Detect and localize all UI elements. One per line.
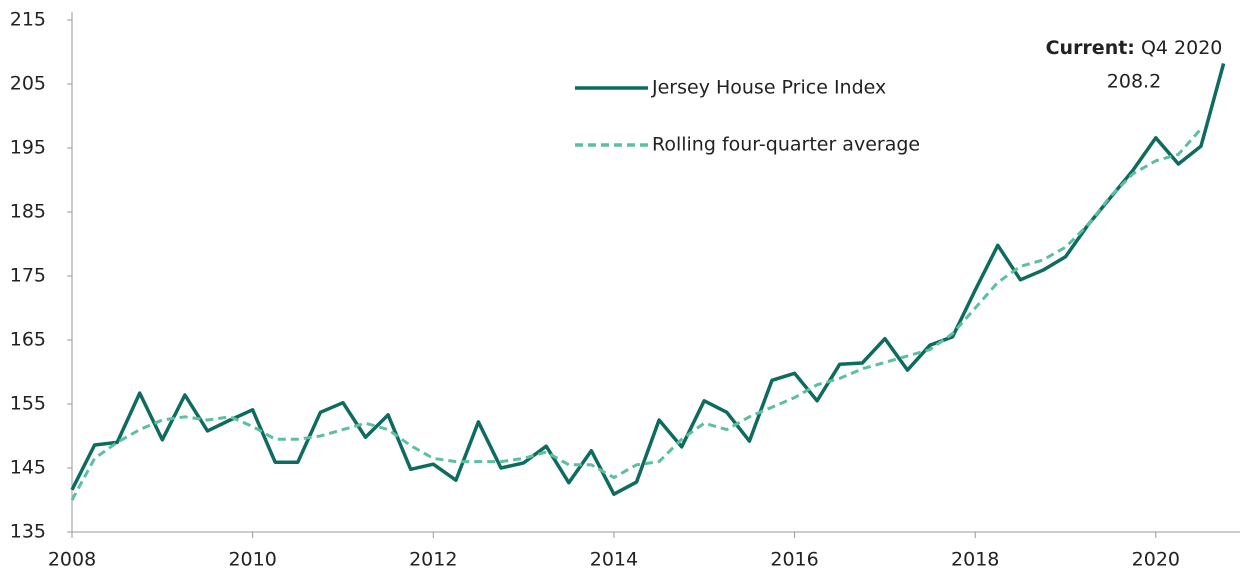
y-tick-label: 205 xyxy=(10,73,46,95)
legend-label: Rolling four-quarter average xyxy=(652,134,920,156)
annotation: Current: Q4 2020 xyxy=(1046,37,1223,59)
y-tick-label: 145 xyxy=(10,457,46,479)
x-tick-label: 2020 xyxy=(1132,549,1180,571)
data-label: 208.2 xyxy=(1107,71,1161,93)
x-tick-label: 2010 xyxy=(228,549,276,571)
series-line xyxy=(70,127,1203,501)
x-tick-label: 2016 xyxy=(770,549,818,571)
x-tick-label: 2018 xyxy=(951,549,999,571)
y-tick-label: 185 xyxy=(10,201,46,223)
y-tick-label: 155 xyxy=(10,393,46,415)
y-tick-label: 175 xyxy=(10,265,46,287)
y-tick-label: 135 xyxy=(10,521,46,543)
legend-label: Jersey House Price Index xyxy=(651,77,886,99)
series-line xyxy=(70,63,1226,496)
annotation-text: Q4 2020 xyxy=(1141,37,1222,59)
y-tick-label: 195 xyxy=(10,137,46,159)
x-tick-label: 2008 xyxy=(48,549,96,571)
x-tick-label: 2014 xyxy=(590,549,638,571)
x-tick-label: 2012 xyxy=(409,549,457,571)
y-tick-label: 165 xyxy=(10,329,46,351)
annotation-bold: Current: xyxy=(1046,37,1135,59)
y-tick-label: 215 xyxy=(10,9,46,31)
